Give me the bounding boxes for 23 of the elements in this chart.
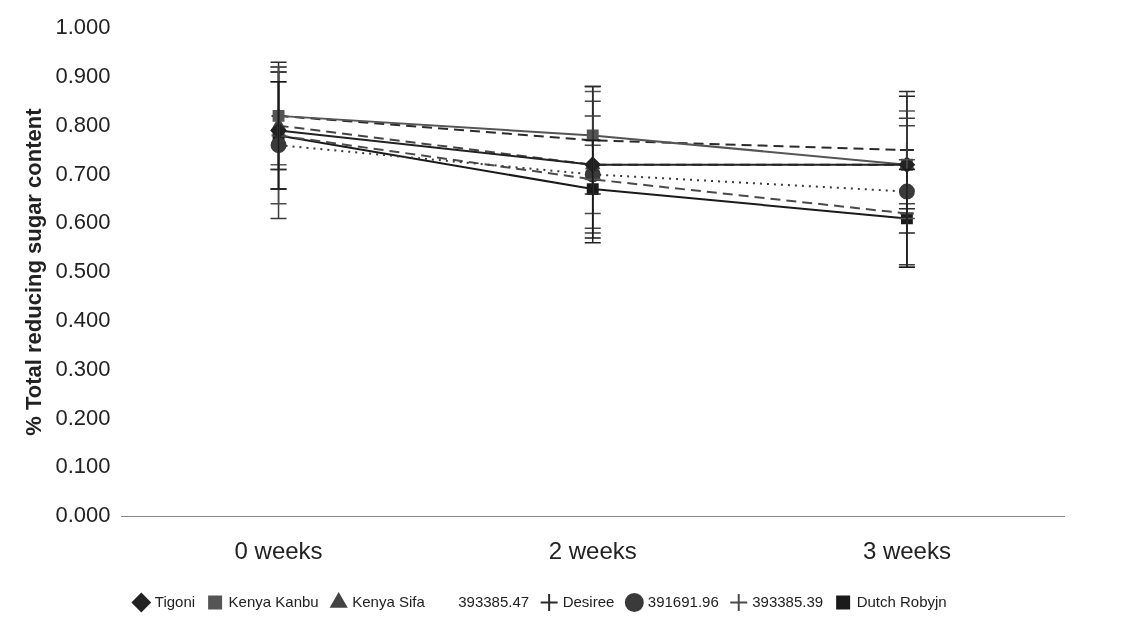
legend-label: 393385.47 — [458, 592, 530, 610]
y-tick-label: 0.500 — [55, 258, 111, 284]
legend-label: Desiree — [562, 592, 615, 610]
legend-label: Tigoni — [154, 592, 196, 610]
y-tick-label: 0.100 — [55, 453, 111, 479]
legend-label: 393385.39 — [752, 592, 824, 610]
y-tick-label: 0.800 — [55, 111, 111, 137]
x-tick-label: 3 weeks — [862, 537, 951, 565]
y-tick-label: 0.000 — [55, 502, 111, 528]
legend-label: Kenya Kanbu — [228, 592, 319, 610]
y-axis-title: % Total reducing sugar content — [21, 107, 47, 436]
y-tick-label: 0.300 — [55, 355, 111, 381]
legend-label: 391691.96 — [647, 592, 719, 610]
y-tick-label: 0.700 — [55, 160, 111, 186]
y-tick-label: 0.900 — [55, 62, 111, 88]
legend-label: Kenya Sifa — [352, 592, 426, 610]
y-tick-label: 0.600 — [55, 209, 111, 235]
x-tick-label: 0 weeks — [234, 537, 323, 565]
y-tick-label: 0.200 — [55, 404, 111, 430]
x-tick-label: 2 weeks — [548, 537, 637, 565]
legend-label: Dutch Robyjn — [856, 592, 947, 610]
y-tick-label: 0.400 — [55, 306, 111, 332]
y-tick-label: 1.000 — [55, 14, 111, 40]
